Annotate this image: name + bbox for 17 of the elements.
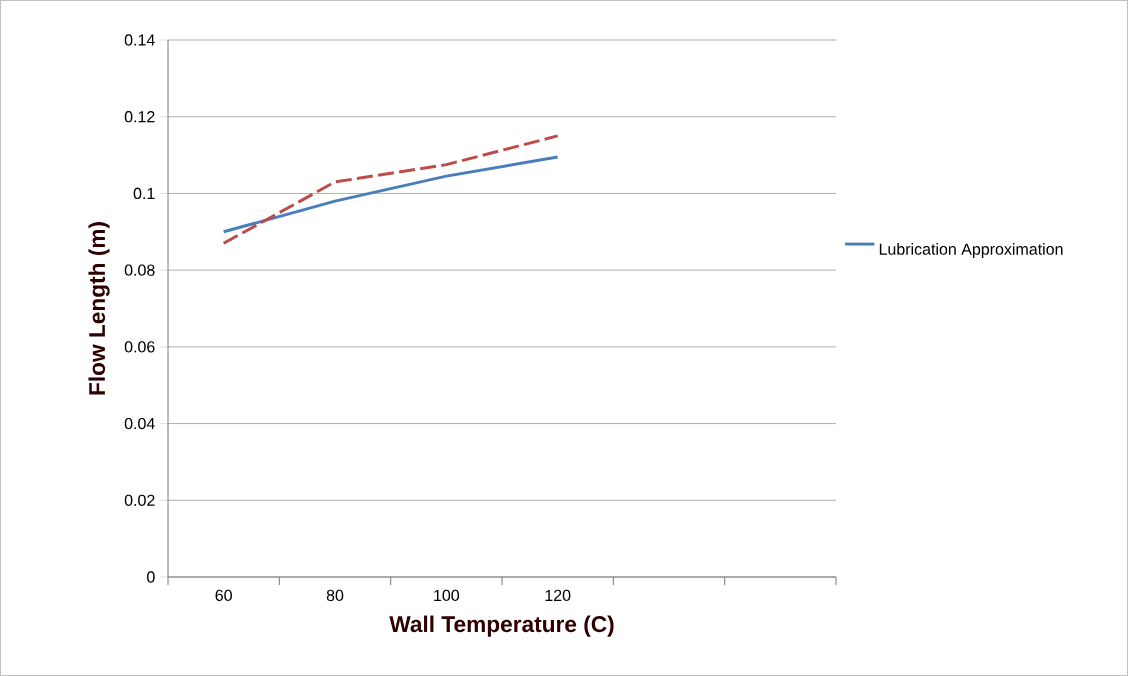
y-axis-title: Flow Length (m)	[88, 222, 110, 395]
x-axis-title: Wall Temperature (C)	[389, 615, 614, 637]
x-tick-label: 120	[545, 589, 571, 602]
y-tick-label: 0.1	[133, 187, 155, 200]
y-tick-label: 0.12	[124, 111, 155, 123]
line-series	[222, 155, 560, 234]
legend-label: Lubrication Approximation	[879, 243, 1063, 258]
line-series	[222, 134, 560, 245]
y-tick-label: 0	[147, 571, 155, 583]
x-tick-label: 80	[326, 589, 344, 602]
x-tick-label: 60	[215, 589, 232, 602]
y-tick-label: 0.06	[124, 341, 155, 353]
y-tick-label: 0.14	[124, 34, 155, 46]
y-tick-label: 0.08	[124, 264, 155, 276]
y-tick-label: 0.04	[124, 417, 155, 430]
y-tick-label: 0.02	[124, 494, 155, 506]
x-tick-label: 100	[434, 589, 460, 602]
